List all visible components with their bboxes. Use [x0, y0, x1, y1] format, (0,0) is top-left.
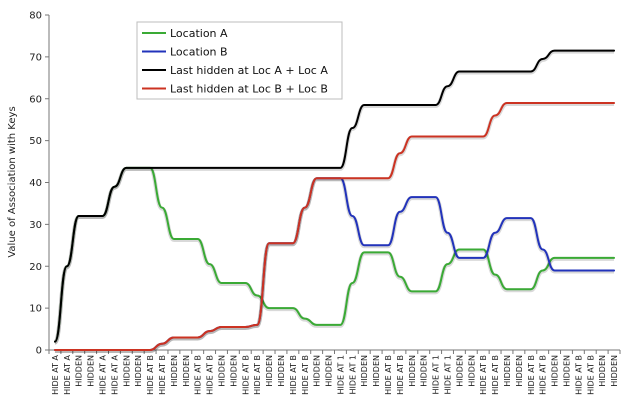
x-tick-label: HIDDEN — [325, 355, 334, 387]
x-tick-label: HIDDEN — [122, 355, 131, 387]
x-tick-label: HIDE AT 1 — [348, 355, 357, 395]
x-tick-label: HIDDEN — [455, 355, 464, 387]
y-tick-label: 40 — [29, 178, 42, 189]
x-tick-label: HIDDEN — [217, 355, 226, 387]
legend-label: Location A — [170, 27, 228, 40]
legend-box — [136, 21, 343, 100]
series-line-3 — [53, 49, 616, 343]
x-tick-label: HIDDEN — [551, 355, 560, 387]
x-tick-label: HIDE AT B — [396, 355, 405, 395]
x-tick-label: HIDDEN — [598, 355, 607, 387]
x-tick-label: HIDE AT B — [527, 355, 536, 395]
x-tick-label: HIDE AT 1 — [432, 355, 441, 395]
series-shadow — [52, 166, 615, 345]
y-tick-label: 0 — [36, 346, 42, 357]
x-tick-label: HIDE AT A — [110, 354, 119, 394]
x-tick-label: HIDE AT B — [301, 355, 310, 395]
x-tick-label: HIDDEN — [515, 355, 524, 387]
x-tick-label: HIDE AT B — [253, 355, 262, 395]
series-layer — [52, 49, 616, 353]
x-tick-label: HIDDEN — [610, 355, 619, 387]
y-tick-label: 50 — [29, 136, 42, 147]
x-tick-label: HIDDEN — [360, 355, 369, 387]
x-tick-label: HIDE AT B — [206, 355, 215, 395]
x-tick-label: HIDE AT B — [586, 355, 595, 395]
legend-label: Location B — [170, 46, 228, 59]
x-tick-label: HIDDEN — [420, 355, 429, 387]
series-line-4 — [53, 101, 616, 351]
x-tick-label: HIDE AT B — [574, 355, 583, 395]
y-tick-label: 30 — [29, 220, 42, 231]
x-tick-label: HIDDEN — [467, 355, 476, 387]
x-tick-label: HIDDEN — [277, 355, 286, 387]
x-tick-label: HIDDEN — [170, 355, 179, 387]
series-shadow — [54, 101, 615, 353]
x-tick-label: HIDE AT B — [194, 355, 203, 395]
x-tick-label: HIDE AT B — [539, 355, 548, 395]
x-tick-label: HIDE AT 1 — [444, 355, 453, 395]
x-tick-label: HIDE AT B — [384, 355, 393, 395]
y-tick-label: 20 — [29, 262, 42, 273]
y-tick-label: 10 — [29, 304, 42, 315]
y-tick-label: 60 — [29, 94, 42, 105]
x-tick-label: HIDE AT B — [479, 355, 488, 395]
x-tick-label: HIDE AT B — [289, 355, 298, 395]
legend-label: Last hidden at Loc B + Loc B — [170, 83, 328, 96]
x-tick-label: HIDE AT B — [491, 355, 500, 395]
y-tick-label: 80 — [29, 11, 42, 22]
x-tick-label: HIDDEN — [182, 355, 191, 387]
x-tick-label: HIDE AT A — [51, 354, 60, 394]
x-tick-label: HIDE AT A — [99, 354, 108, 394]
x-tick-label: HIDE AT B — [241, 355, 250, 395]
x-tick-label: HIDDEN — [229, 355, 238, 387]
x-tick-label: HIDDEN — [134, 355, 143, 387]
y-axis-title: Value of Association with Keys — [7, 106, 18, 257]
legend-label: Last hidden at Loc A + Loc A — [170, 64, 328, 77]
x-tick-label: HIDDEN — [265, 355, 274, 387]
legend: Location A Location B Last hidden at Loc A… — [136, 21, 343, 100]
y-tick-label: 70 — [29, 52, 42, 63]
x-tick-label: HIDE AT 1 — [336, 355, 345, 395]
series-line-1 — [53, 166, 616, 343]
x-tick-label: HIDDEN — [408, 355, 417, 387]
x-tick-label: HIDE AT A — [63, 354, 72, 394]
x-tick-label: HIDDEN — [87, 355, 96, 387]
x-tick-label: HIDE AT B — [158, 355, 167, 395]
x-tick-label: HIDDEN — [562, 355, 571, 387]
x-tick-label: HIDDEN — [372, 355, 381, 387]
x-tick-label: HIDDEN — [503, 355, 512, 387]
x-tick-label: HIDDEN — [75, 355, 84, 387]
x-tick-label: HIDDEN — [313, 355, 322, 387]
x-tick-label: HIDE AT B — [146, 355, 155, 395]
